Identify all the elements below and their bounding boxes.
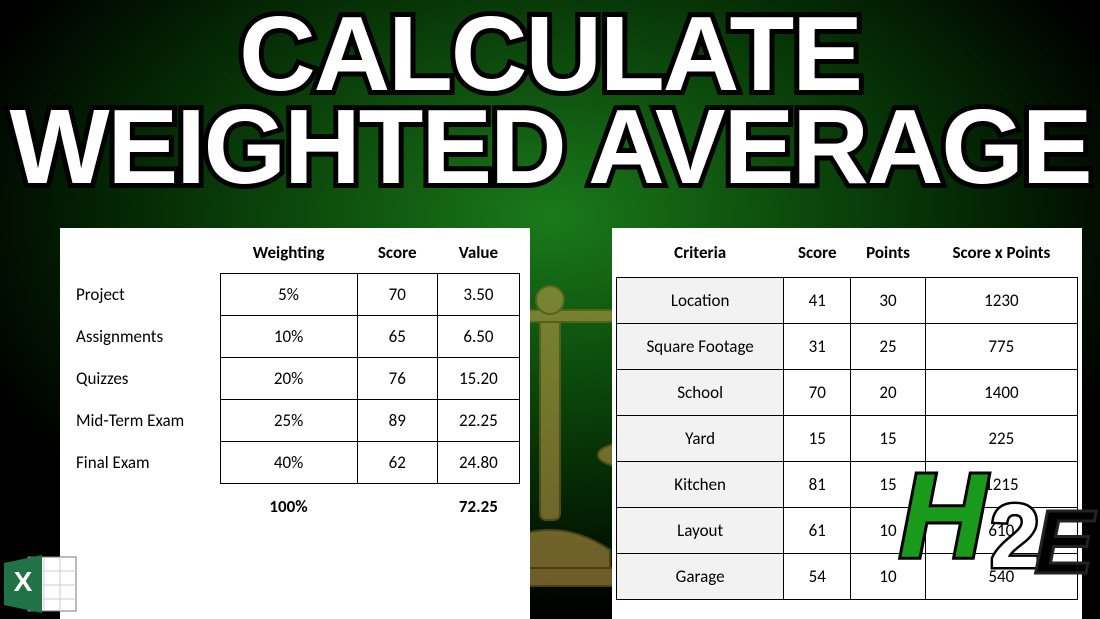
cell-points: 25 xyxy=(851,324,925,370)
row-label: Mid-Term Exam xyxy=(70,400,220,442)
cell-score: 70 xyxy=(784,370,851,416)
cell-value: 15.20 xyxy=(437,358,519,400)
col-criteria: Criteria xyxy=(617,236,784,278)
table-row: Square Footage3125775 xyxy=(617,324,1078,370)
cell-points: 15 xyxy=(851,416,925,462)
cell-score: 76 xyxy=(357,358,437,400)
cell-sxp: 1230 xyxy=(925,278,1077,324)
cell-weighting: 20% xyxy=(220,358,357,400)
cell-score: 81 xyxy=(784,462,851,508)
col-score: Score xyxy=(357,236,437,274)
row-label: Final Exam xyxy=(70,442,220,484)
cell-weighting: 10% xyxy=(220,316,357,358)
row-label: Assignments xyxy=(70,316,220,358)
table-row: Assignments10%656.50 xyxy=(70,316,520,358)
title-line-2: WEIGHTED AVERAGE xyxy=(9,101,1090,194)
cell-sxp: 1215 xyxy=(925,462,1077,508)
table-row: Layout6110610 xyxy=(617,508,1078,554)
cell-score: 65 xyxy=(357,316,437,358)
cell-sxp: 225 xyxy=(925,416,1077,462)
col-blank xyxy=(70,236,220,274)
cell-score: 62 xyxy=(357,442,437,484)
total-weighting: 100% xyxy=(220,484,357,528)
cell-sxp: 1400 xyxy=(925,370,1077,416)
cell-value: 3.50 xyxy=(437,274,519,316)
cell-criteria: Location xyxy=(617,278,784,324)
cell-value: 6.50 xyxy=(437,316,519,358)
row-label: Quizzes xyxy=(70,358,220,400)
col-weighting: Weighting xyxy=(220,236,357,274)
table-row: Final Exam40%6224.80 xyxy=(70,442,520,484)
table-row: School70201400 xyxy=(617,370,1078,416)
excel-icon: X xyxy=(2,551,80,617)
cell-criteria: Square Footage xyxy=(617,324,784,370)
svg-text:X: X xyxy=(14,566,33,597)
cell-value: 22.25 xyxy=(437,400,519,442)
totals-row: 100% 72.25 xyxy=(70,484,520,528)
criteria-table: Criteria Score Points Score x Points Loc… xyxy=(616,236,1078,600)
cell-sxp: 775 xyxy=(925,324,1077,370)
cell-score: 41 xyxy=(784,278,851,324)
tables-container: Weighting Score Value Project5%703.50Ass… xyxy=(0,228,1100,619)
cell-points: 15 xyxy=(851,462,925,508)
cell-criteria: Kitchen xyxy=(617,462,784,508)
row-label: Project xyxy=(70,274,220,316)
cell-weighting: 40% xyxy=(220,442,357,484)
cell-criteria: Garage xyxy=(617,554,784,600)
cell-weighting: 5% xyxy=(220,274,357,316)
cell-points: 20 xyxy=(851,370,925,416)
col-sxp: Score x Points xyxy=(925,236,1077,278)
criteria-panel: Criteria Score Points Score x Points Loc… xyxy=(612,228,1082,619)
thumbnail-title: CALCULATE WEIGHTED AVERAGE xyxy=(0,0,1100,195)
total-value: 72.25 xyxy=(437,484,519,528)
cell-sxp: 610 xyxy=(925,508,1077,554)
cell-score: 15 xyxy=(784,416,851,462)
cell-sxp: 540 xyxy=(925,554,1077,600)
cell-points: 10 xyxy=(851,554,925,600)
cell-weighting: 25% xyxy=(220,400,357,442)
cell-criteria: School xyxy=(617,370,784,416)
table-row: Project5%703.50 xyxy=(70,274,520,316)
grades-table: Weighting Score Value Project5%703.50Ass… xyxy=(70,236,520,527)
cell-score: 89 xyxy=(357,400,437,442)
cell-score: 70 xyxy=(357,274,437,316)
table-row: Garage5410540 xyxy=(617,554,1078,600)
cell-points: 30 xyxy=(851,278,925,324)
cell-score: 61 xyxy=(784,508,851,554)
col-points: Points xyxy=(851,236,925,278)
table-row: Mid-Term Exam25%8922.25 xyxy=(70,400,520,442)
cell-score: 54 xyxy=(784,554,851,600)
cell-criteria: Layout xyxy=(617,508,784,554)
table-row: Quizzes20%7615.20 xyxy=(70,358,520,400)
cell-value: 24.80 xyxy=(437,442,519,484)
col-value: Value xyxy=(437,236,519,274)
table-row: Yard1515225 xyxy=(617,416,1078,462)
grades-panel: Weighting Score Value Project5%703.50Ass… xyxy=(60,228,530,619)
cell-points: 10 xyxy=(851,508,925,554)
table-row: Location41301230 xyxy=(617,278,1078,324)
cell-criteria: Yard xyxy=(617,416,784,462)
cell-score: 31 xyxy=(784,324,851,370)
table-row: Kitchen81151215 xyxy=(617,462,1078,508)
title-line-1: CALCULATE xyxy=(239,8,861,101)
col-score2: Score xyxy=(784,236,851,278)
